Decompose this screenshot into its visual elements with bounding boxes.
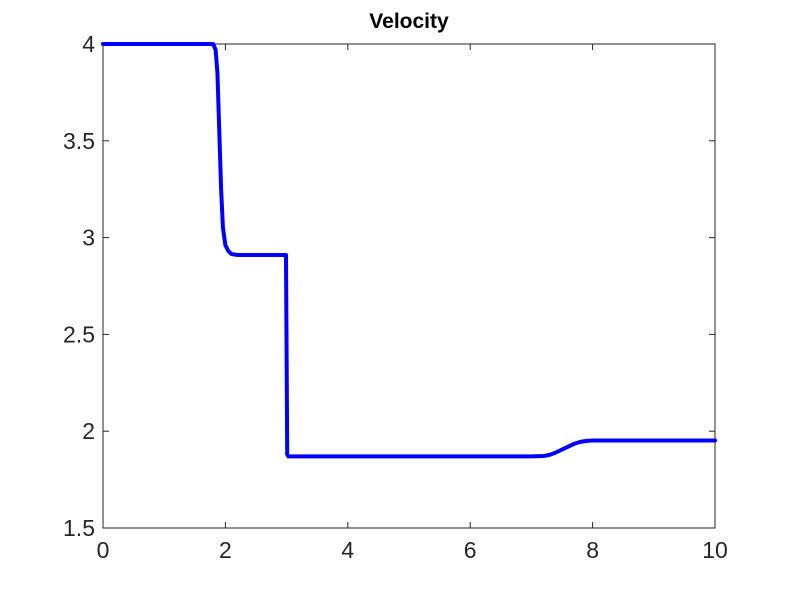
y-tick-label: 2.5 [63,321,95,347]
series-line [101,42,717,459]
y-axis: 1.5 2 2.5 3 3.5 4 [63,31,715,541]
y-tick-label: 1.5 [63,515,95,541]
y-tick-label: 2 [82,418,95,444]
y-tick-label: 3 [82,225,95,251]
x-tick-label: 8 [586,537,599,563]
x-tick-label: 10 [702,537,728,563]
x-axis: 0 2 4 6 8 10 [97,44,728,563]
chart-title: Velocity [369,10,449,33]
y-tick-label: 4 [82,31,95,57]
x-tick-label: 6 [464,537,477,563]
x-tick-label: 2 [219,537,232,563]
x-tick-label: 0 [97,537,110,563]
plot-area-frame [102,43,716,529]
y-tick-label: 3.5 [63,128,95,154]
x-tick-label: 4 [341,537,354,563]
